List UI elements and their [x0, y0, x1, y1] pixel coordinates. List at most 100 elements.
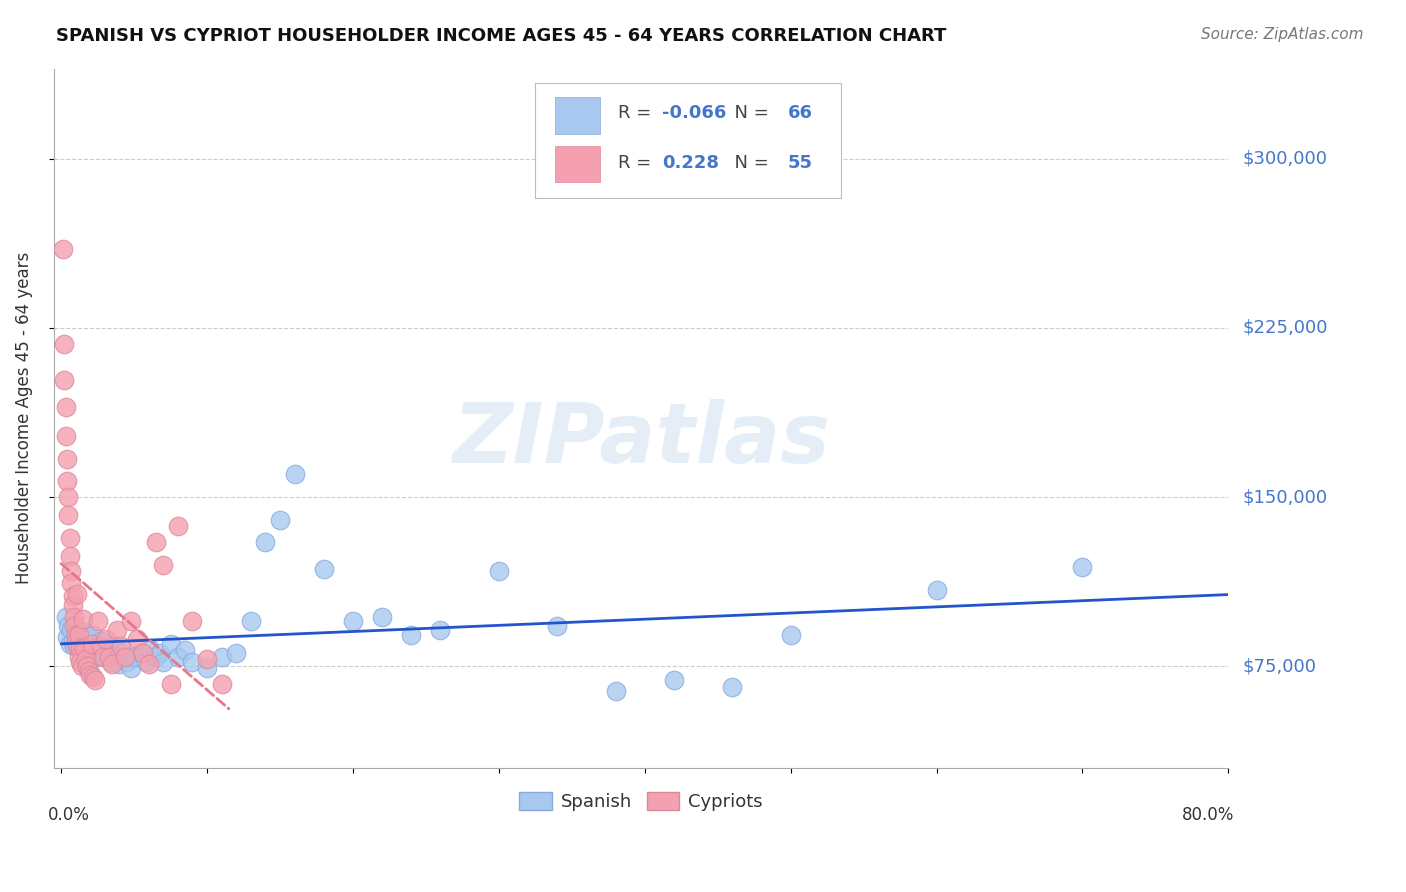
Point	[62, 599, 84, 613]
Point	[76, 639, 98, 653]
Point	[84, 650, 107, 665]
Point	[371, 609, 394, 624]
Point	[72, 612, 94, 626]
Text: $150,000: $150,000	[1243, 488, 1327, 506]
Point	[65, 634, 87, 648]
Point	[312, 562, 335, 576]
Point	[225, 646, 247, 660]
Point	[53, 336, 76, 351]
Point	[269, 513, 291, 527]
Point	[60, 575, 83, 590]
Point	[96, 632, 118, 647]
Point	[152, 655, 174, 669]
Point	[779, 627, 801, 641]
Point	[87, 643, 110, 657]
Point	[105, 623, 128, 637]
Point	[56, 451, 79, 466]
Point	[284, 467, 307, 482]
Point	[56, 475, 79, 489]
Point	[67, 627, 90, 641]
Point	[149, 646, 172, 660]
Point	[546, 618, 568, 632]
Point	[254, 535, 277, 549]
Point	[60, 565, 83, 579]
Point	[75, 634, 97, 648]
Point	[56, 630, 79, 644]
Point	[94, 650, 117, 665]
Point	[59, 637, 82, 651]
Point	[70, 632, 93, 647]
Point	[67, 650, 90, 665]
Point	[65, 621, 87, 635]
Point	[115, 655, 138, 669]
Point	[108, 657, 131, 671]
Text: R =: R =	[617, 103, 657, 121]
Point	[58, 490, 80, 504]
Point	[76, 659, 98, 673]
Point	[59, 531, 82, 545]
Point	[55, 429, 77, 443]
Point	[63, 639, 86, 653]
Text: SPANISH VS CYPRIOT HOUSEHOLDER INCOME AGES 45 - 64 YEARS CORRELATION CHART: SPANISH VS CYPRIOT HOUSEHOLDER INCOME AG…	[56, 27, 946, 45]
Text: Source: ZipAtlas.com: Source: ZipAtlas.com	[1201, 27, 1364, 42]
Text: $75,000: $75,000	[1243, 657, 1316, 675]
Point	[152, 558, 174, 572]
Point	[125, 632, 148, 647]
Point	[52, 242, 75, 256]
Text: $225,000: $225,000	[1243, 319, 1327, 337]
Text: 0.0%: 0.0%	[48, 806, 90, 824]
Point	[131, 646, 153, 660]
Point	[79, 632, 101, 647]
Point	[138, 657, 160, 671]
Text: $300,000: $300,000	[1243, 150, 1327, 168]
Point	[62, 634, 84, 648]
Point	[239, 614, 262, 628]
Point	[67, 637, 90, 651]
Point	[65, 627, 87, 641]
FancyBboxPatch shape	[555, 146, 600, 183]
Point	[111, 646, 134, 660]
Point	[72, 639, 94, 653]
Point	[181, 614, 204, 628]
Point	[58, 618, 80, 632]
Point	[80, 637, 103, 651]
Point	[86, 639, 108, 653]
Point	[91, 641, 114, 656]
Point	[82, 627, 104, 641]
Point	[60, 623, 83, 637]
Point	[195, 652, 218, 666]
Point	[79, 668, 101, 682]
Point	[66, 630, 89, 644]
Point	[211, 650, 233, 665]
Point	[166, 519, 188, 533]
Point	[83, 646, 105, 660]
Text: -0.066: -0.066	[662, 103, 727, 121]
FancyBboxPatch shape	[536, 82, 841, 198]
Point	[110, 639, 132, 653]
Point	[58, 508, 80, 522]
Point	[159, 637, 181, 651]
Point	[89, 634, 111, 648]
Point	[145, 535, 167, 549]
Point	[105, 650, 128, 665]
Point	[66, 639, 89, 653]
Point	[488, 565, 510, 579]
Text: 55: 55	[787, 154, 813, 172]
Point	[925, 582, 948, 597]
Text: ZIPatlas: ZIPatlas	[453, 399, 830, 480]
Point	[62, 589, 84, 603]
Point	[662, 673, 685, 687]
Point	[66, 587, 89, 601]
Point	[1071, 560, 1094, 574]
Point	[97, 646, 120, 660]
Point	[120, 661, 142, 675]
Point	[159, 677, 181, 691]
Point	[103, 639, 125, 653]
Text: R =: R =	[617, 154, 662, 172]
Point	[120, 614, 142, 628]
Point	[181, 655, 204, 669]
Point	[77, 643, 100, 657]
Point	[69, 655, 91, 669]
Point	[138, 641, 160, 656]
Point	[401, 627, 423, 641]
